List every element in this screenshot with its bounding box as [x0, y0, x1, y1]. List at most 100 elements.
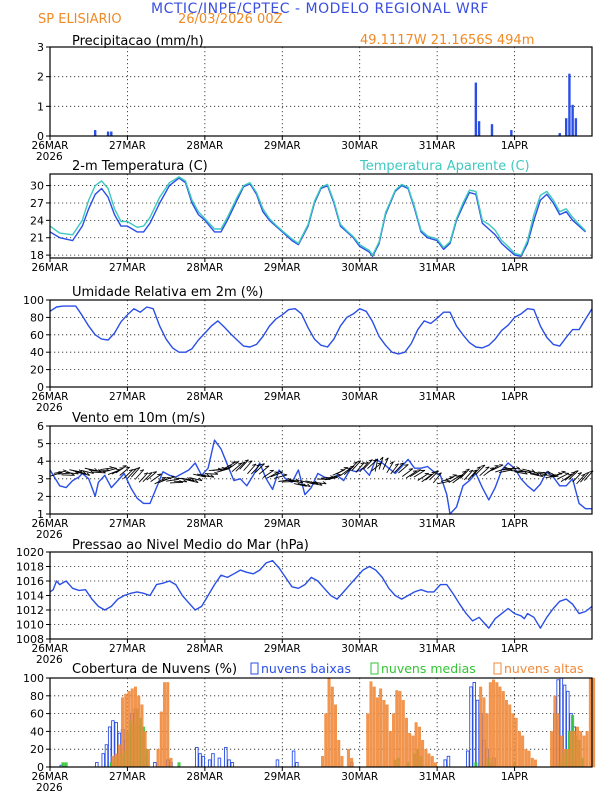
wind-arrow-head	[503, 466, 508, 469]
wind-arrow	[92, 471, 106, 474]
wind-arrow-head	[550, 472, 555, 476]
wind-arrow-head	[198, 477, 203, 482]
wind-arrow	[150, 473, 162, 483]
rh-panel: 0 20 40 60 80 100 26MAR 27MAR 28MAR 29MAR 30MAR 31M…	[23, 285, 593, 414]
cloud-bar-high	[588, 677, 592, 768]
x-tick-label: 28MAR	[186, 771, 223, 783]
wind-arrow-head	[437, 472, 442, 475]
wind-arrow-head	[191, 477, 195, 482]
wind-arrow	[572, 472, 582, 483]
cloud-bar-high	[121, 697, 125, 768]
wind-arrow	[289, 480, 303, 484]
wind-arrow	[444, 474, 457, 482]
wind-arrow	[347, 461, 358, 472]
wind-arrow-head	[462, 470, 467, 473]
wind-arrow	[545, 475, 559, 479]
y-tick-label: 1016	[16, 575, 44, 588]
cloud-bar-high	[382, 700, 386, 768]
wind-arrow	[134, 469, 145, 480]
wind-arrow-head	[210, 474, 215, 478]
x-tick-label: 27MAR	[109, 518, 146, 530]
y-tick-label: 1008	[16, 633, 44, 646]
cloud-bar-high	[398, 691, 402, 768]
wind-arrow-head	[241, 461, 246, 464]
wind-arrow-head	[307, 483, 311, 487]
wind-arrow-head	[571, 471, 576, 474]
x-tick-label: 31MAR	[419, 262, 456, 274]
cloud-bar-high	[327, 677, 331, 768]
y-tick-label: 3	[37, 473, 44, 486]
cloud-bar-high	[498, 686, 502, 768]
wind-arrow	[309, 482, 323, 486]
legend-mid-clouds: nuvens medias	[381, 661, 476, 676]
wind-arrow-head	[260, 463, 265, 466]
wind-arrow-head	[547, 470, 551, 474]
cloud-bar-high	[388, 731, 392, 768]
wind-arrow	[49, 471, 63, 477]
wind-arrow	[526, 471, 539, 476]
wind-arrow	[429, 470, 439, 481]
wind-arrow-head	[152, 471, 157, 473]
wind-arrow-head	[175, 477, 180, 480]
cloud-bar-high	[140, 704, 144, 768]
wind-arrow-head	[485, 466, 490, 469]
wind-arrow	[378, 456, 384, 470]
wind-arrow	[57, 472, 71, 475]
location-label: SP ELISIARIO	[38, 12, 122, 27]
cloud-bar-high	[485, 713, 489, 768]
pressure-title: Pressao ao Nivel Medio do Mar (hPa)	[72, 538, 309, 553]
x-tick-label: 1APR	[501, 643, 529, 655]
wind-arrow	[243, 460, 253, 471]
wind-arrow	[405, 470, 418, 479]
x-tick-label: 1APR	[501, 518, 529, 530]
wind-arrow	[556, 472, 569, 480]
cloud-bar-high	[521, 735, 525, 768]
wind-arrow	[235, 461, 246, 472]
wind-arrow-head	[523, 471, 528, 475]
rh-title: Umidade Relativa em 2m (%)	[72, 285, 263, 300]
wind-arrow-head	[287, 477, 292, 481]
x-tick-label: 28MAR	[186, 518, 223, 530]
cloud-bar-high	[524, 749, 528, 768]
wind-arrow-head	[128, 469, 134, 472]
x-tick-label: 27MAR	[109, 771, 146, 783]
cloud-bar-high	[550, 731, 554, 768]
wind-arrow	[119, 466, 131, 476]
wind-arrow	[568, 470, 579, 480]
wind-arrow	[355, 462, 365, 473]
y-tick-label: 0	[37, 761, 44, 774]
wind-arrow-head	[399, 462, 404, 465]
header-title: MCTIC/INPE/CPTEC - MODELO REGIONAL WRF	[151, 1, 489, 17]
cloud-bar-high	[324, 713, 328, 768]
x-tick-label: 27MAR	[109, 643, 146, 655]
clouds-frame	[49, 677, 593, 768]
pressure-series-0	[49, 560, 593, 629]
cloud-bar-high	[346, 749, 350, 768]
wind-arrow-head	[170, 475, 175, 478]
cloud-bar-high	[585, 731, 589, 768]
wind-arrow-head	[360, 462, 365, 465]
x-tick-label: 26MAR	[32, 391, 69, 403]
wind-arrow	[402, 468, 414, 477]
wind-arrow	[104, 468, 117, 473]
cloud-bar-high	[514, 717, 518, 768]
cloud-bar-high	[159, 711, 163, 768]
cloud-bar-high	[479, 686, 483, 768]
cloud-bar-high	[424, 749, 428, 768]
y-tick-label: 1012	[16, 604, 44, 617]
wind-arrow-head	[516, 466, 521, 470]
x-tick-label: 31MAR	[419, 140, 456, 152]
y-tick-label: 1	[37, 100, 44, 113]
wind-arrow-head	[353, 461, 358, 464]
wind-arrow	[76, 471, 90, 476]
cloud-bar-high	[572, 731, 576, 768]
wind-arrow-head	[183, 479, 188, 483]
wind-arrow-head	[143, 472, 149, 475]
wind-arrow	[359, 461, 369, 473]
x-tick-label: 29MAR	[264, 643, 301, 655]
wind-arrow	[491, 464, 504, 471]
wind-arrow-head	[139, 469, 144, 472]
wind-arrow	[123, 469, 134, 479]
